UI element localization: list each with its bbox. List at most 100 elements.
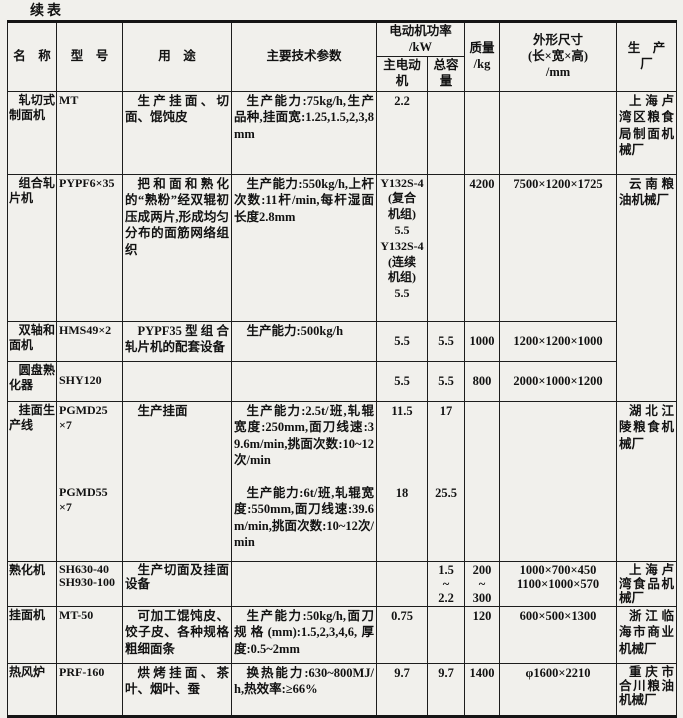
mass-cell xyxy=(464,400,501,562)
row-roll-cut-noodle-machine: 轧切式制面机 MT 生产挂面、切面、馄饨皮 生产能力:75kg/h,生产品种,挂… xyxy=(7,90,678,175)
row-combined-sheeting-machine: 组合轧片机 PYPF6×35 把和面和熟化的“熟粉”经双辊初压成两片,形成均匀分… xyxy=(7,173,678,402)
total-capacity-cell: 17 25.5 xyxy=(426,400,466,562)
total-capacity-variant-b: 25.5 xyxy=(435,485,457,500)
producer-cell: 上海卢湾区粮食局制面机械厂 xyxy=(616,90,678,175)
model-cell: PGMD25 ×7 PGMD55 ×7 xyxy=(56,400,123,562)
name-cell: 组合轧片机 xyxy=(7,173,57,322)
row-curing-machine: 熟化机 SH630-40 SH930-100 生产切面及挂面设备 1.5 ~ 2… xyxy=(7,560,678,607)
main-motor-cell: 2.2 xyxy=(376,90,428,175)
name-cell: 轧切式制面机 xyxy=(7,90,57,175)
params-cell: 换热能力:630~800MJ/h,热效率:≥66% xyxy=(231,662,377,717)
name-cell: 圆盘熟化器 xyxy=(7,360,57,402)
use-cell: PYPF35型组合轧片机的配套设备 xyxy=(122,320,232,362)
total-capacity-cell: 9.7 xyxy=(426,662,466,717)
params-cell: 生产能力:2.5t/班,轧辊宽度:250mm,面刀线速:39.6m/min,挑面… xyxy=(231,400,377,562)
model-variant-b: PGMD55 ×7 xyxy=(59,484,108,515)
model-cell: MT xyxy=(56,90,123,175)
mass-cell xyxy=(464,90,501,175)
producer-cell: 云南粮油机械厂 xyxy=(616,173,678,402)
main-motor-cell: 0.75 xyxy=(376,605,428,664)
mass-cell: 1400 xyxy=(464,662,501,717)
model-cell: MT-50 xyxy=(56,605,123,664)
main-motor-cell: 9.7 xyxy=(376,662,428,717)
use-cell: 生产挂面、切面、馄饨皮 xyxy=(122,90,232,175)
main-motor-variant-b: 18 xyxy=(395,485,409,500)
producer-cell: 重庆市合川粮油机械厂 xyxy=(616,662,678,717)
params-cell xyxy=(231,360,377,402)
row-hot-air-furnace: 热风炉 PRF-160 烘烤挂面、茶叶、烟叶、蚕 换热能力:630~800MJ/… xyxy=(7,662,678,717)
main-motor-cell: 5.5 xyxy=(376,360,428,402)
header-motor-power: 电动机功率 /kW xyxy=(375,20,466,58)
name-cell: 热风炉 xyxy=(7,662,57,717)
main-motor-cell: 5.5 xyxy=(376,320,428,362)
header-use: 用 途 xyxy=(122,21,232,92)
producer-cell: 湖北江陵粮食机械厂 xyxy=(616,400,678,562)
header-producer: 生 产 厂 xyxy=(616,21,678,92)
header-main-motor: 主电动机 xyxy=(376,56,428,92)
params-cell: 生产能力:50kg/h,面刀规格(mm):1.5,2,3,4,6,厚度:0.5~… xyxy=(231,605,377,664)
total-capacity-cell: 1.5 ~ 2.2 xyxy=(426,560,466,607)
mass-cell: 200 ~ 300 xyxy=(464,560,501,607)
dimensions-cell: 2000×1000×1200 xyxy=(499,360,618,402)
header-name: 名 称 xyxy=(7,21,57,92)
row-twin-shaft-dough-mixer: 双轴和面机 HMS49×2 PYPF35型组合轧片机的配套设备 生产能力:500… xyxy=(7,320,677,362)
total-capacity-cell xyxy=(426,173,466,322)
use-cell xyxy=(122,360,232,402)
use-cell: 烘烤挂面、茶叶、烟叶、蚕 xyxy=(122,662,232,717)
model-cell: SH630-40 SH930-100 xyxy=(56,560,123,607)
params-variant-a: 生产能力:2.5t/班,轧辊宽度:250mm,面刀线速:39.6m/min,挑面… xyxy=(234,403,374,468)
header-model: 型 号 xyxy=(56,21,123,92)
dimensions-cell: 1000×700×450 1100×1000×570 xyxy=(499,560,618,607)
params-variant-b: 生产能力:6t/班,轧辊宽度:550mm,面刀线速:39.6m/min,挑面次数… xyxy=(234,485,374,550)
main-motor-cell: 11.5 18 xyxy=(376,400,428,562)
header-row-1: 名 称 型 号 用 途 主要技术参数 电动机功率 /kW 质量 /kg 外形尺寸… xyxy=(7,20,678,92)
row-disc-curing-device: 圆盘熟化器 SHY120 5.5 5.5 800 2000×1000×1200 xyxy=(7,360,677,402)
main-motor-cell xyxy=(376,560,428,607)
dimensions-cell: 7500×1200×1725 xyxy=(499,173,618,322)
header-params: 主要技术参数 xyxy=(231,21,377,92)
use-cell: 可加工馄饨皮、饺子皮、各种规格粗细面条 xyxy=(122,605,232,664)
total-capacity-cell xyxy=(426,90,466,175)
row-dried-noodle-machine: 挂面机 MT-50 可加工馄饨皮、饺子皮、各种规格粗细面条 生产能力:50kg/… xyxy=(7,605,678,664)
params-cell xyxy=(231,560,377,607)
header-row-2: 主电动机 总容量 xyxy=(8,56,677,92)
name-cell: 挂面机 xyxy=(7,605,57,664)
use-cell: 生产挂面 xyxy=(122,400,232,562)
model-cell: SHY120 xyxy=(56,360,123,402)
model-cell: PRF-160 xyxy=(56,662,123,717)
total-capacity-cell xyxy=(426,605,466,664)
mass-cell: 4200 xyxy=(464,173,501,322)
header-total-capacity: 总容量 xyxy=(426,56,466,92)
main-motor-cell: Y132S-4 (复合 机组) 5.5 Y132S-4 (连续 机组) 5.5 xyxy=(376,173,428,322)
dimensions-cell: 1200×1200×1000 xyxy=(499,320,618,362)
name-cell: 双轴和面机 xyxy=(7,320,57,362)
params-cell: 生产能力:500kg/h xyxy=(231,320,377,362)
dimensions-cell xyxy=(499,400,618,562)
params-cell: 生产能力:75kg/h,生产品种,挂面宽:1.25,1.5,2,3,8mm xyxy=(231,90,377,175)
dimensions-cell: 600×500×1300 xyxy=(499,605,618,664)
producer-cell: 浙江临海市商业机械厂 xyxy=(616,605,678,664)
total-capacity-variant-a: 17 xyxy=(439,403,453,418)
use-cell: 把和面和熟化的“熟粉”经双辊初压成两片,形成均匀分布的面筋网络组织 xyxy=(122,173,232,322)
mass-cell: 800 xyxy=(464,360,501,402)
header-dimensions: 外形尺寸 (长×宽×高) /mm xyxy=(499,21,618,92)
model-cell: PYPF6×35 xyxy=(56,173,123,322)
total-capacity-cell: 5.5 xyxy=(426,360,466,402)
mass-cell: 120 xyxy=(464,605,501,664)
continued-table-label: 续表 xyxy=(30,4,64,19)
main-motor-variant-a: 11.5 xyxy=(391,403,413,418)
name-cell: 挂面生产线 xyxy=(7,400,57,562)
dimensions-cell xyxy=(499,90,618,175)
model-variant-a: PGMD25 ×7 xyxy=(59,402,108,433)
producer-cell: 上海卢湾食品机械厂 xyxy=(616,560,678,607)
mass-cell: 1000 xyxy=(464,320,501,362)
params-cell: 生产能力:550kg/h,上杆次数:11杆/min,每杆湿面长度2.8mm xyxy=(231,173,377,322)
scanned-page: 续表 名 称 型 号 用 途 主要技术参数 电动机功率 /kW 质量 /kg 外… xyxy=(7,4,678,718)
machinery-spec-table: 名 称 型 号 用 途 主要技术参数 电动机功率 /kW 质量 /kg 外形尺寸… xyxy=(7,20,678,718)
use-cell: 生产切面及挂面设备 xyxy=(122,560,232,607)
model-cell: HMS49×2 xyxy=(56,320,123,362)
name-cell: 熟化机 xyxy=(7,560,57,607)
header-mass: 质量 /kg xyxy=(464,21,501,92)
total-capacity-cell: 5.5 xyxy=(426,320,466,362)
dimensions-cell: φ1600×2210 xyxy=(499,662,618,717)
